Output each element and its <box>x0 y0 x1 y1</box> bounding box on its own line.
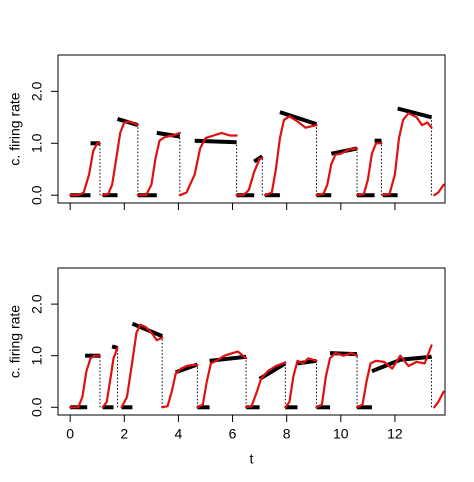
rate-curve <box>284 357 318 409</box>
rate-curve <box>69 354 101 409</box>
x-tick-label: 2 <box>120 426 128 442</box>
x-tick-label: 0 <box>66 426 74 442</box>
plot-frame <box>57 267 446 416</box>
rate-curve <box>315 352 359 409</box>
x-tick-label: 10 <box>333 426 349 442</box>
fit-segment <box>156 130 181 139</box>
rate-curve <box>245 361 287 409</box>
rate-curve <box>235 156 264 197</box>
y-tick-label: 1.0 <box>29 346 45 366</box>
rate-curve <box>355 142 383 197</box>
rate-curve <box>263 115 318 197</box>
rate-curve <box>433 390 445 409</box>
fit-segment <box>194 138 237 145</box>
rate-curve <box>355 344 433 409</box>
x-tick-label: 8 <box>283 426 291 442</box>
y-tick-label: 0.0 <box>29 185 45 205</box>
x-tick-label: 12 <box>387 426 403 442</box>
fit-segment <box>371 354 432 374</box>
rate-curve <box>196 350 248 409</box>
y-axis-label: c. firing rate <box>7 305 23 378</box>
rate-curve <box>101 120 139 197</box>
rate-curve <box>161 363 199 409</box>
y-tick-label: 0.0 <box>29 397 45 417</box>
y-tick-label: 2.0 <box>29 81 45 101</box>
rate-curve <box>69 142 101 197</box>
rate-curve <box>178 131 238 197</box>
rate-curve <box>381 112 433 197</box>
x-tick-label: 6 <box>229 426 237 442</box>
y-tick-label: 1.0 <box>29 133 45 153</box>
rate-curve <box>136 131 181 197</box>
x-tick-label: 4 <box>175 426 183 442</box>
y-axis-label: c. firing rate <box>7 92 23 165</box>
fit-segment <box>397 106 433 120</box>
x-axis-label: t <box>250 451 254 467</box>
rate-curve <box>120 323 164 409</box>
y-tick-label: 2.0 <box>29 294 45 314</box>
rate-curve <box>433 183 445 197</box>
rate-curve <box>315 147 359 197</box>
fit-segment <box>279 110 318 127</box>
rate-curve <box>101 346 119 409</box>
